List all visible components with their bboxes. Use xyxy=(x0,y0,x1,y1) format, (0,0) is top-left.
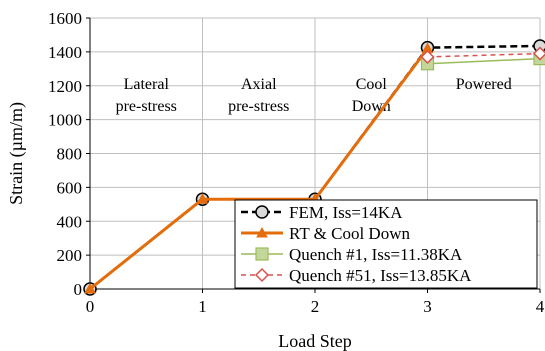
y-tick-label: 400 xyxy=(57,212,83,231)
legend-box xyxy=(234,199,538,289)
series-line xyxy=(89,47,429,291)
data-point xyxy=(255,247,269,261)
series-layer xyxy=(83,39,545,296)
y-tick-label: 1400 xyxy=(48,43,82,62)
data-point xyxy=(196,193,209,204)
x-axis-title: Load Step xyxy=(278,331,352,351)
legend-label: FEM, Iss=14KA xyxy=(289,203,403,222)
legend-label: Quench #51, Iss=13.85KA xyxy=(289,266,472,285)
series-line xyxy=(427,57,541,65)
region-label-line: Powered xyxy=(456,76,512,93)
legend-label: RT & Cool Down xyxy=(289,224,410,243)
legend-label: Quench #1, Iss=11.38KA xyxy=(289,245,463,264)
region-label: Lateral pre-stress xyxy=(116,76,177,115)
data-point xyxy=(532,46,545,61)
y-tick-label: 0 xyxy=(74,280,83,299)
x-tick-label: 3 xyxy=(423,297,432,316)
data-point xyxy=(255,205,269,219)
y-tick-label: 600 xyxy=(57,178,83,197)
legend: FEM, Iss=14KA RT & Cool Down Quench #1, Is… xyxy=(234,199,538,289)
region-label-line: pre-stress xyxy=(228,98,289,115)
series-line xyxy=(427,52,541,58)
region-label: Axial pre-stress xyxy=(228,76,289,115)
x-tick-label: 0 xyxy=(86,297,95,316)
x-tick-label: 1 xyxy=(198,297,207,316)
region-label-line: Axial xyxy=(241,76,277,93)
y-tick-label: 1000 xyxy=(48,111,82,130)
region-label-line: Lateral xyxy=(124,76,170,93)
region-label-line: Cool xyxy=(356,76,388,93)
region-label: Cool Down xyxy=(352,76,391,115)
x-tick-label: 4 xyxy=(536,297,545,316)
region-label-line: pre-stress xyxy=(116,98,177,115)
y-tick-label: 200 xyxy=(57,246,83,265)
data-point xyxy=(420,49,435,65)
x-tick-label: 2 xyxy=(311,297,320,316)
y-tick-label: 1200 xyxy=(48,77,82,96)
data-point xyxy=(254,267,270,283)
y-tick-label: 1600 xyxy=(48,9,82,28)
axis-layer: 0 200 400 600 800 1000 1200 1400 1600 0 1 2 3 4 xyxy=(48,9,545,316)
region-labels: Lateral pre-stress Axial pre-stress Cool Down… xyxy=(116,76,512,115)
y-tick-label: 800 xyxy=(57,145,83,164)
series-2 xyxy=(84,42,434,294)
data-point xyxy=(256,226,268,238)
series-4 xyxy=(420,46,545,65)
data-point xyxy=(84,282,96,294)
region-label: Powered xyxy=(456,76,512,93)
y-axis-title: Strain (µm/m) xyxy=(6,102,27,205)
